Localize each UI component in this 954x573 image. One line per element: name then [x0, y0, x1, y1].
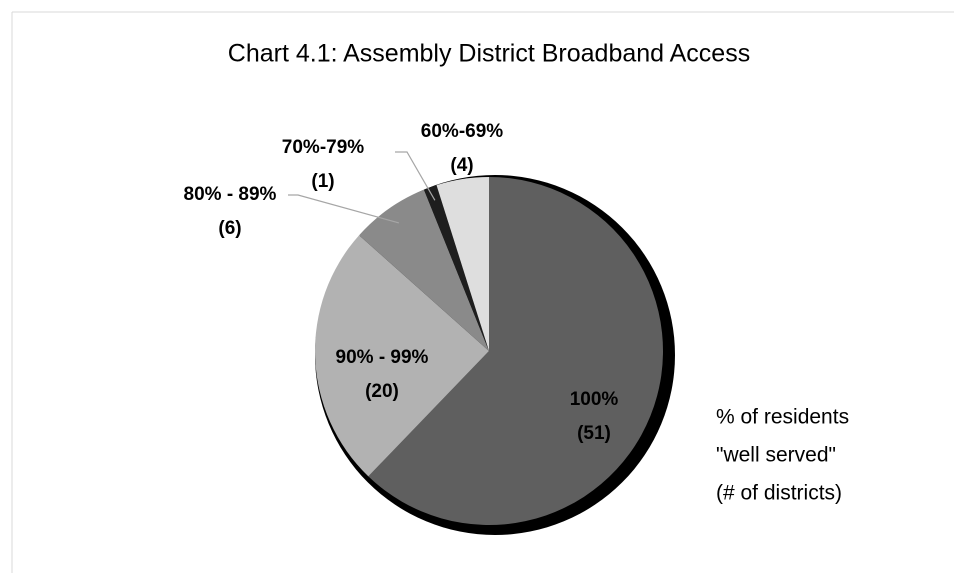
- leader-line: [288, 194, 400, 224]
- leader-line: [395, 151, 436, 201]
- slice-label: 60%-69%: [421, 121, 503, 142]
- pie-slice: [436, 177, 489, 351]
- slice-label: 80% - 89%: [184, 184, 277, 205]
- value-label: (6): [218, 218, 241, 239]
- annotation: (# of districts): [716, 482, 842, 505]
- value-label: (4): [450, 155, 473, 176]
- slice-label: 90% - 99%: [336, 347, 429, 368]
- pie-slice: [359, 189, 489, 351]
- slice-label: 100%: [570, 389, 619, 410]
- value-label: (20): [365, 381, 399, 402]
- pie-slice: [315, 235, 489, 477]
- slice-label: 70%-79%: [282, 137, 364, 158]
- pie-slice: [368, 177, 663, 525]
- annotation: % of residents: [716, 406, 849, 429]
- value-label: (1): [311, 171, 334, 192]
- annotation: "well served": [716, 444, 836, 467]
- pie-slice: [423, 185, 489, 351]
- value-label: (51): [577, 423, 611, 444]
- chart-title: Chart 4.1: Assembly District Broadband A…: [228, 40, 750, 68]
